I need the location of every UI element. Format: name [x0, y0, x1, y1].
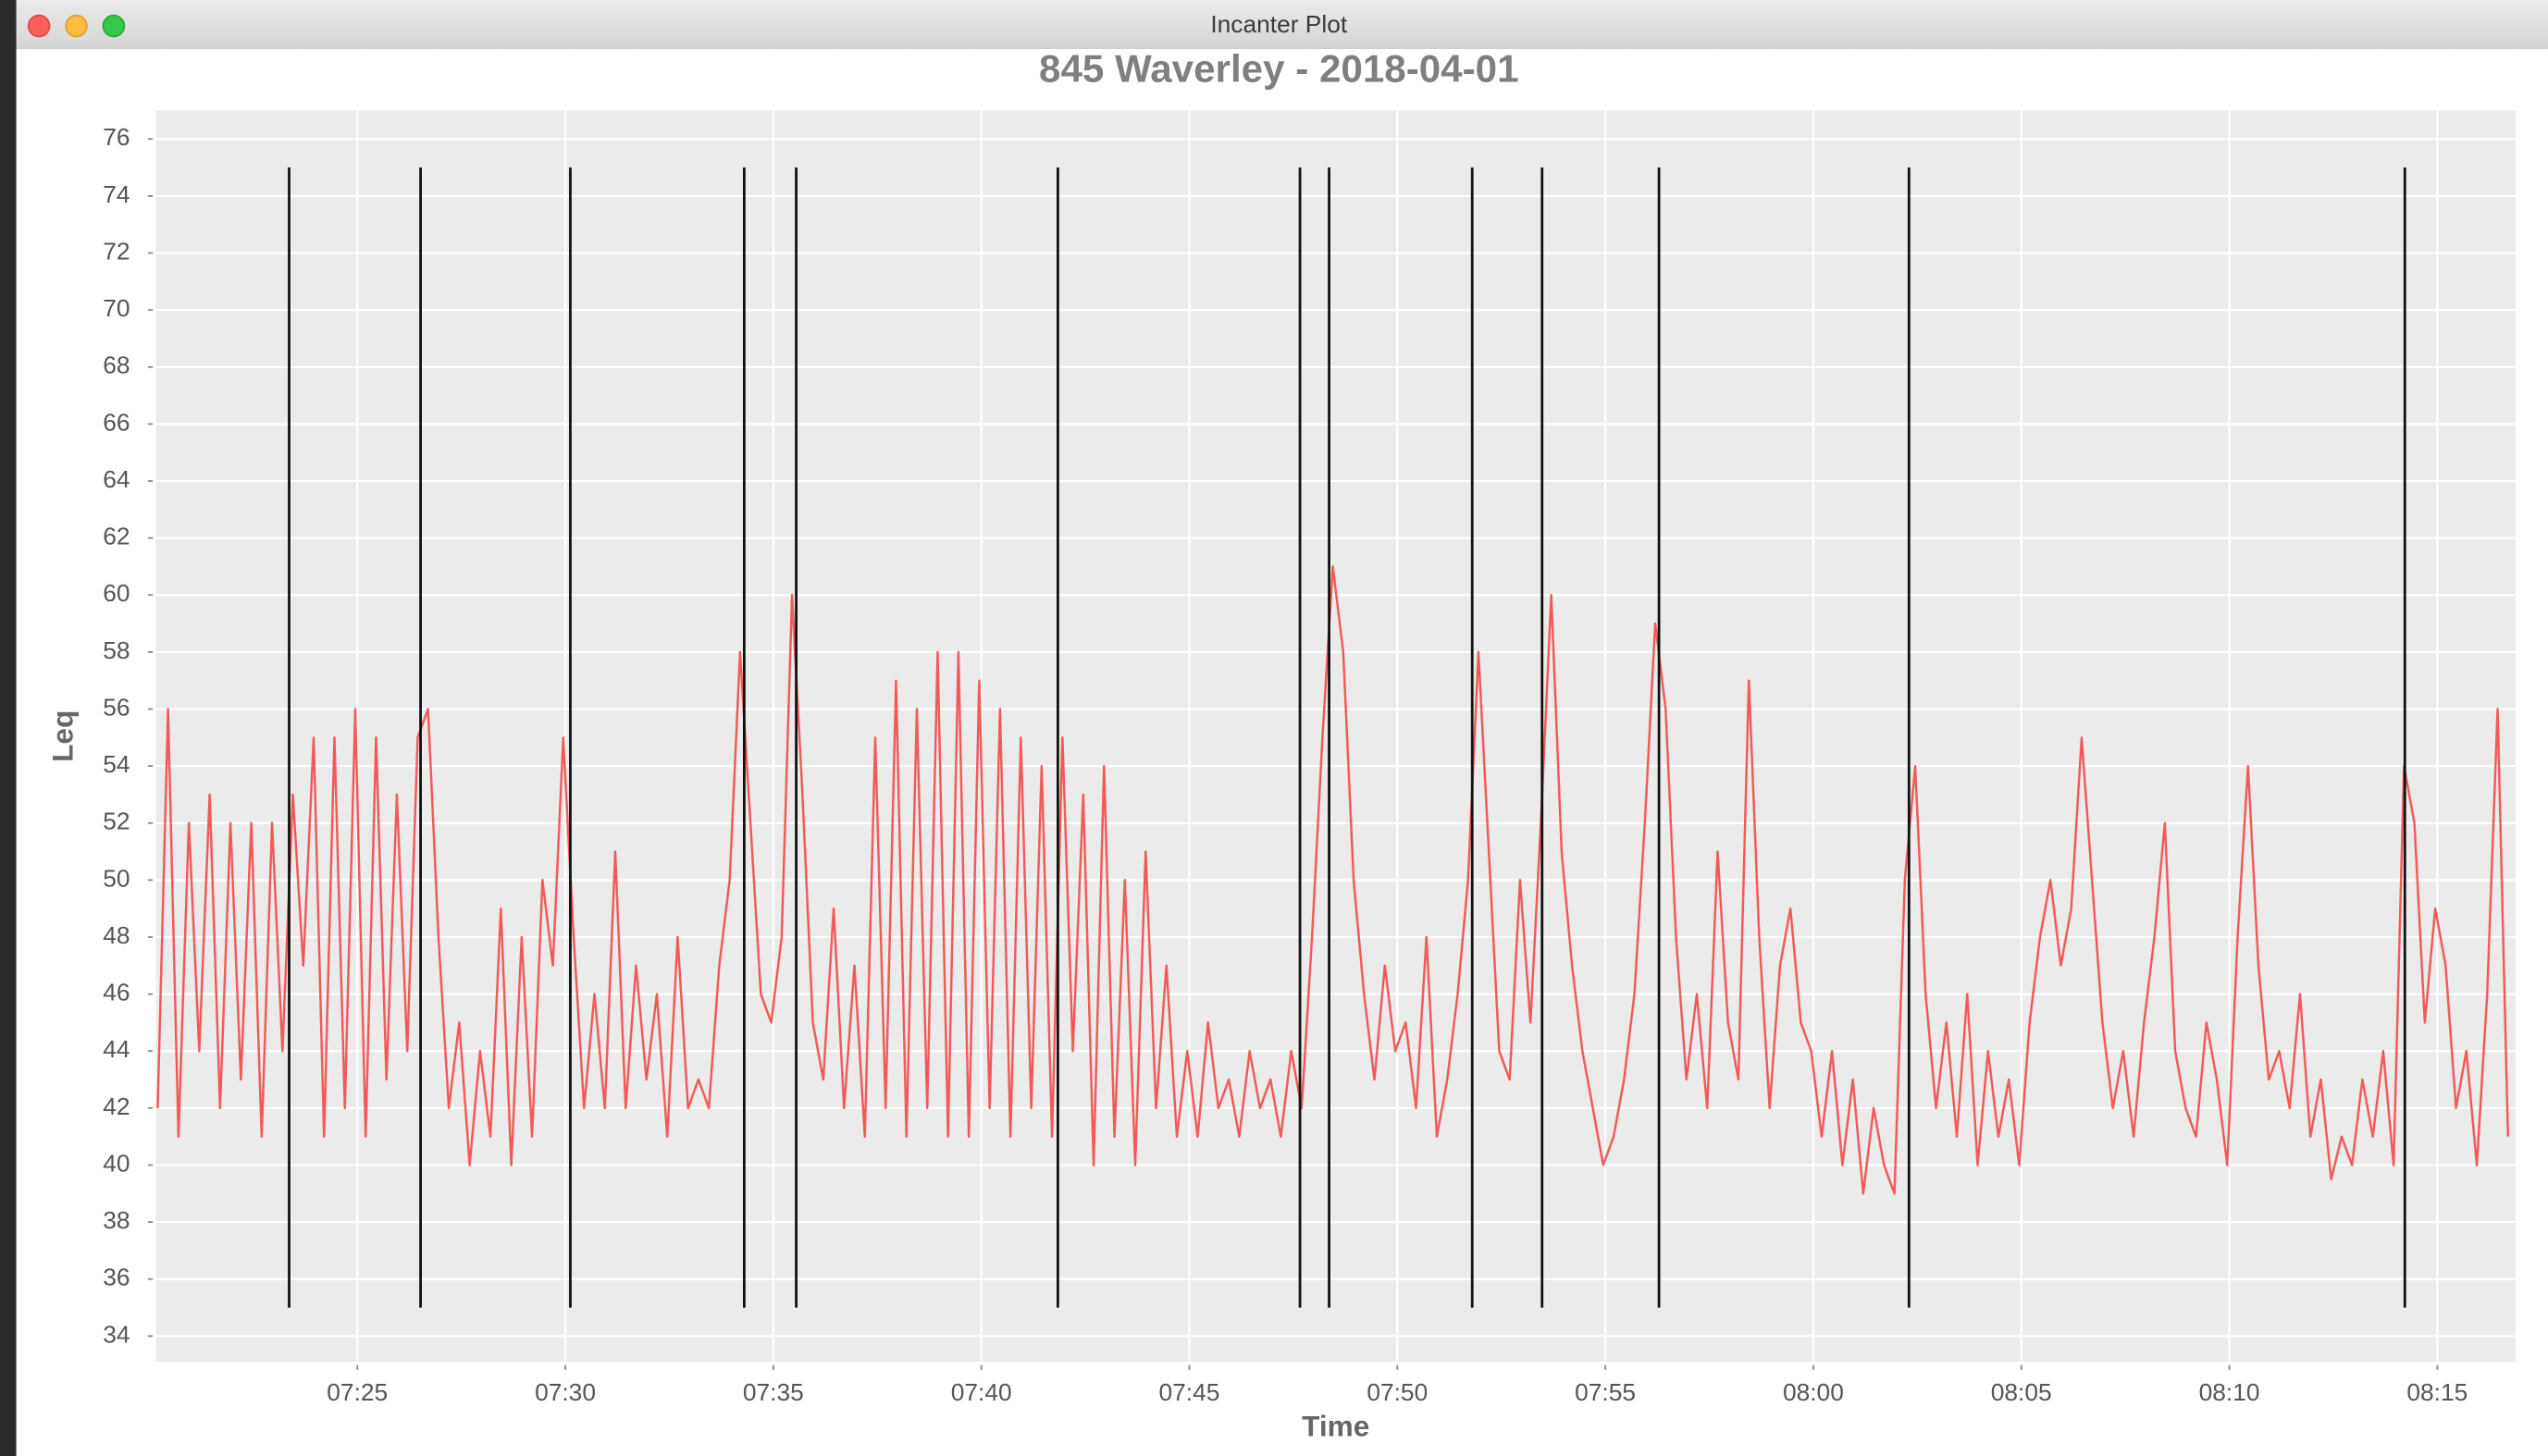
y-tick-label: 34 — [103, 1320, 130, 1348]
x-tick-label: 07:50 — [1367, 1378, 1428, 1406]
x-tick-label: 08:15 — [2406, 1378, 2468, 1406]
data-line — [156, 565, 2510, 1195]
y-tick-label: 52 — [103, 808, 130, 835]
window-title: Incanter Plot — [1210, 10, 1347, 38]
y-tick-label: 48 — [103, 921, 130, 949]
y-tick-label: 66 — [103, 408, 130, 436]
x-tick-label: 07:25 — [327, 1378, 388, 1406]
x-tick-label: 08:05 — [1991, 1378, 2052, 1406]
x-tick-label: 08:10 — [2199, 1378, 2260, 1406]
title-bar — [16, 0, 2548, 49]
y-tick-label: 60 — [103, 579, 130, 607]
x-tick-label: 07:30 — [535, 1378, 596, 1406]
plot-area — [155, 110, 2516, 1363]
y-axis-label: Leq — [46, 710, 80, 762]
x-tick-label: 07:45 — [1159, 1378, 1220, 1406]
y-tick-label: 50 — [103, 864, 130, 892]
y-tick-label: 62 — [103, 523, 130, 550]
x-tick-label: 08:00 — [1783, 1378, 1844, 1406]
y-tick-label: 64 — [103, 465, 130, 493]
x-tick-label: 07:35 — [743, 1378, 804, 1406]
y-tick-label: 44 — [103, 1035, 130, 1063]
x-tick-label: 07:55 — [1575, 1378, 1636, 1406]
y-tick-label: 46 — [103, 979, 130, 1006]
y-tick-label: 56 — [103, 693, 130, 721]
x-axis-label: Time — [1302, 1409, 1369, 1442]
y-tick-label: 76 — [103, 123, 130, 151]
y-tick-label: 54 — [103, 750, 130, 778]
y-tick-label: 58 — [103, 636, 130, 664]
chart-title: 845 Waverley - 2018-04-01 — [1039, 46, 1518, 90]
y-tick-label: 72 — [103, 237, 130, 265]
y-tick-label: 68 — [103, 352, 130, 379]
minimize-button[interactable] — [65, 14, 88, 38]
y-tick-label: 42 — [103, 1092, 130, 1120]
close-button[interactable] — [27, 14, 51, 38]
y-tick-label: 38 — [103, 1206, 130, 1234]
marks — [156, 167, 2510, 1308]
zoom-button[interactable] — [102, 14, 126, 38]
y-tick-label: 70 — [103, 294, 130, 322]
y-tick-label: 40 — [103, 1149, 130, 1177]
x-tick-label: 07:40 — [951, 1378, 1012, 1406]
y-tick-label: 74 — [103, 180, 130, 208]
y-tick-label: 36 — [103, 1264, 130, 1291]
